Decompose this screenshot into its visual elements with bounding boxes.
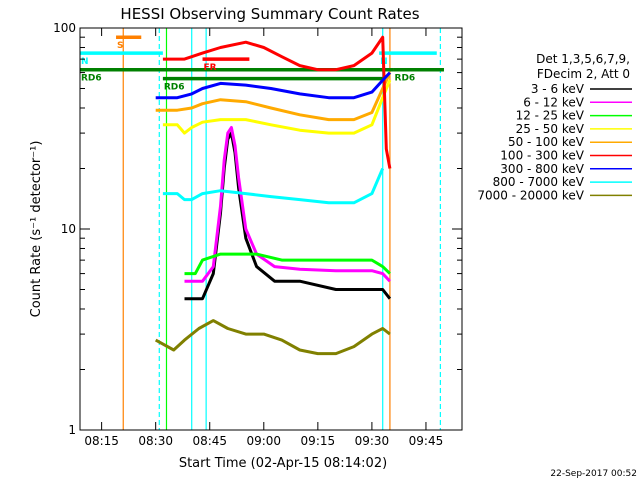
y-axis-ticks: 1 10 100 [53, 21, 462, 437]
series-line-0 [184, 131, 392, 301]
y-tick-label-1: 10 [61, 222, 76, 236]
y-tick-label-0: 1 [68, 423, 76, 437]
x-tick-label-0: 08:15 [84, 434, 119, 448]
x-axis-label: Start Time (02-Apr-15 08:14:02) [179, 456, 387, 471]
footer-timestamp: 22-Sep-2017 00:52 [550, 469, 637, 479]
legend-label-6: 300 - 800 keV [500, 162, 584, 176]
flag-label-6: FR [204, 63, 217, 73]
x-tick-label-1: 08:30 [138, 434, 173, 448]
legend-header-line-1: Det 1,3,5,6,7,9, [536, 52, 630, 66]
flag-label-1: N [81, 57, 89, 67]
legend-label-4: 50 - 100 keV [508, 135, 585, 149]
legend-label-7: 800 - 7000 keV [493, 175, 585, 189]
series-line-2 [184, 252, 391, 276]
x-tick-label-4: 09:15 [301, 434, 336, 448]
flag-label-5: RD6 [164, 83, 185, 93]
x-tick-label-2: 08:45 [192, 434, 227, 448]
series-line-7 [162, 167, 385, 205]
legend-label-0: 3 - 6 keV [531, 82, 585, 96]
legend-label-8: 7000 - 20000 keV [477, 188, 584, 202]
legend-label-5: 100 - 300 keV [500, 149, 584, 163]
chart-title: HESSI Observing Summary Count Rates [120, 5, 419, 23]
y-tick-label-2: 100 [53, 21, 76, 35]
x-axis-ticks: 08:15 08:30 08:45 09:00 09:15 09:30 09:45 [84, 28, 443, 448]
flag-label-0: S [117, 41, 123, 51]
legend-label-2: 12 - 25 keV [516, 109, 585, 123]
series-line-5 [162, 35, 392, 169]
x-tick-label-6: 09:45 [409, 434, 444, 448]
x-tick-label-5: 09:30 [355, 434, 390, 448]
series-line-8 [154, 319, 391, 356]
series-line-1 [184, 126, 391, 283]
legend-header-line-2: FDecim 2, Att 0 [537, 67, 630, 81]
flag-label-4: RD6 [395, 74, 416, 84]
series-line-6 [155, 71, 391, 100]
flag-label-3: RD6 [81, 74, 102, 84]
y-axis-label: Count Rate (s⁻¹ detector⁻¹) [29, 141, 44, 318]
legend-label-1: 6 - 12 keV [523, 95, 585, 109]
series-line-3 [162, 79, 392, 135]
series-line-4 [155, 71, 392, 122]
x-tick-label-3: 09:00 [246, 434, 281, 448]
legend-label-3: 25 - 50 keV [516, 122, 585, 136]
